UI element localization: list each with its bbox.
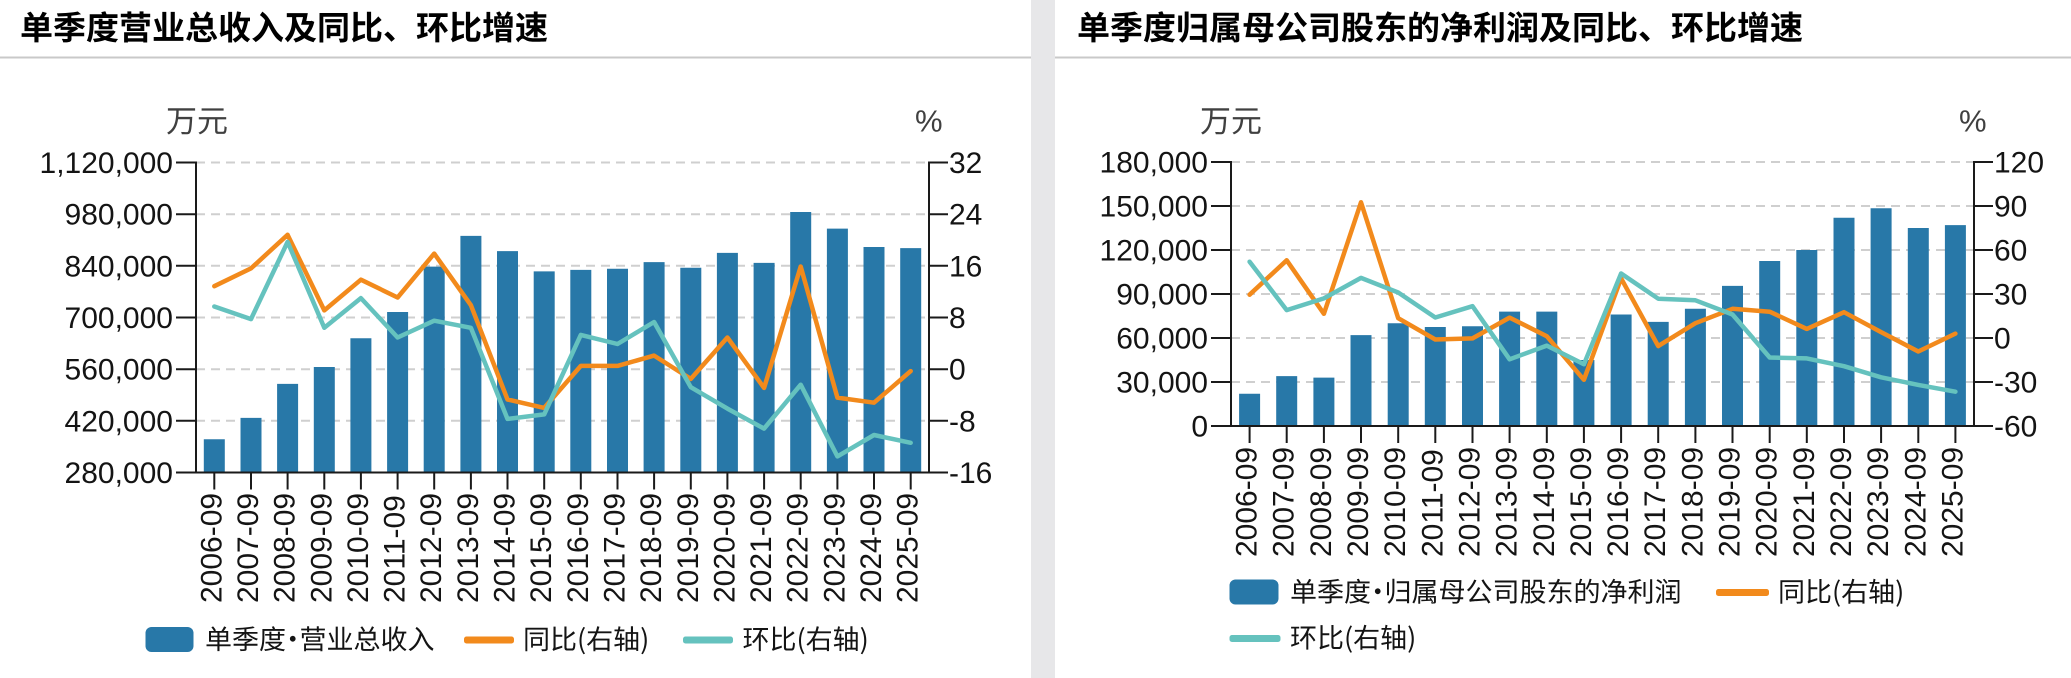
svg-text:2011-09: 2011-09 xyxy=(1416,449,1449,557)
svg-text:-30: -30 xyxy=(1994,367,2037,400)
svg-text:980,000: 980,000 xyxy=(65,199,173,232)
svg-text:2017-09: 2017-09 xyxy=(599,493,632,603)
svg-text:30,000: 30,000 xyxy=(1116,367,1208,400)
svg-text:2014-09: 2014-09 xyxy=(489,493,522,603)
svg-text:180,000: 180,000 xyxy=(1100,147,1208,180)
svg-text:2007-09: 2007-09 xyxy=(232,493,265,603)
svg-text:-8: -8 xyxy=(949,405,976,438)
svg-text:2014-09: 2014-09 xyxy=(1528,447,1561,557)
svg-text:2012-09: 2012-09 xyxy=(415,493,448,603)
svg-text:2021-09: 2021-09 xyxy=(745,493,778,603)
svg-text:560,000: 560,000 xyxy=(65,354,173,387)
svg-text:2018-09: 2018-09 xyxy=(635,493,668,603)
svg-text:2023-09: 2023-09 xyxy=(818,493,851,603)
svg-text:2015-09: 2015-09 xyxy=(1565,447,1598,557)
svg-text:2018-09: 2018-09 xyxy=(1676,447,1709,557)
svg-text:2025-09: 2025-09 xyxy=(892,493,925,603)
svg-text:1,120,000: 1,120,000 xyxy=(40,147,173,180)
svg-text:0: 0 xyxy=(949,354,966,387)
svg-text:2009-09: 2009-09 xyxy=(305,493,338,603)
svg-text:90,000: 90,000 xyxy=(1116,279,1208,312)
svg-text:2016-09: 2016-09 xyxy=(562,493,595,603)
svg-text:%: % xyxy=(1959,104,1987,139)
svg-text:24: 24 xyxy=(949,199,982,232)
svg-text:2006-09: 2006-09 xyxy=(195,493,228,603)
svg-text:60: 60 xyxy=(1994,235,2027,268)
svg-text:2011-09: 2011-09 xyxy=(379,495,412,603)
svg-text:2008-09: 2008-09 xyxy=(269,493,302,603)
svg-text:840,000: 840,000 xyxy=(65,250,173,283)
svg-text:32: 32 xyxy=(949,147,982,180)
svg-text:2019-09: 2019-09 xyxy=(672,493,705,603)
svg-text:700,000: 700,000 xyxy=(65,302,173,335)
svg-text:30: 30 xyxy=(1994,279,2027,312)
svg-text:2022-09: 2022-09 xyxy=(1825,447,1858,557)
svg-text:2019-09: 2019-09 xyxy=(1714,447,1747,557)
svg-text:420,000: 420,000 xyxy=(65,405,173,438)
svg-text:2024-09: 2024-09 xyxy=(855,493,888,603)
svg-text:280,000: 280,000 xyxy=(65,457,173,490)
svg-text:60,000: 60,000 xyxy=(1116,323,1208,356)
svg-text:2012-09: 2012-09 xyxy=(1454,447,1487,557)
svg-text:2017-09: 2017-09 xyxy=(1639,447,1672,557)
svg-text:2020-09: 2020-09 xyxy=(708,493,741,603)
svg-text:%: % xyxy=(915,104,943,139)
svg-text:2010-09: 2010-09 xyxy=(342,493,375,603)
svg-text:2016-09: 2016-09 xyxy=(1602,447,1635,557)
svg-text:0: 0 xyxy=(1994,323,2011,356)
svg-text:2006-09: 2006-09 xyxy=(1231,447,1264,557)
svg-text:0: 0 xyxy=(1191,411,1208,444)
svg-text:2007-09: 2007-09 xyxy=(1268,447,1301,557)
svg-text:-60: -60 xyxy=(1994,411,2037,444)
svg-text:2023-09: 2023-09 xyxy=(1862,447,1895,557)
svg-text:120,000: 120,000 xyxy=(1100,235,1208,268)
svg-text:2020-09: 2020-09 xyxy=(1751,447,1784,557)
svg-text:-16: -16 xyxy=(949,457,992,490)
svg-text:16: 16 xyxy=(949,250,982,283)
svg-text:120: 120 xyxy=(1994,147,2044,180)
svg-text:2010-09: 2010-09 xyxy=(1379,447,1412,557)
svg-text:150,000: 150,000 xyxy=(1100,191,1208,224)
svg-text:2013-09: 2013-09 xyxy=(1491,447,1524,557)
svg-text:2021-09: 2021-09 xyxy=(1788,447,1821,557)
svg-text:2008-09: 2008-09 xyxy=(1305,447,1338,557)
svg-text:2015-09: 2015-09 xyxy=(525,493,558,603)
svg-text:2009-09: 2009-09 xyxy=(1342,447,1375,557)
svg-text:2013-09: 2013-09 xyxy=(452,493,485,603)
svg-text:2022-09: 2022-09 xyxy=(782,493,815,603)
svg-text:2024-09: 2024-09 xyxy=(1899,447,1932,557)
svg-text:2025-09: 2025-09 xyxy=(1936,447,1969,557)
svg-text:90: 90 xyxy=(1994,191,2027,224)
svg-text:8: 8 xyxy=(949,302,966,335)
